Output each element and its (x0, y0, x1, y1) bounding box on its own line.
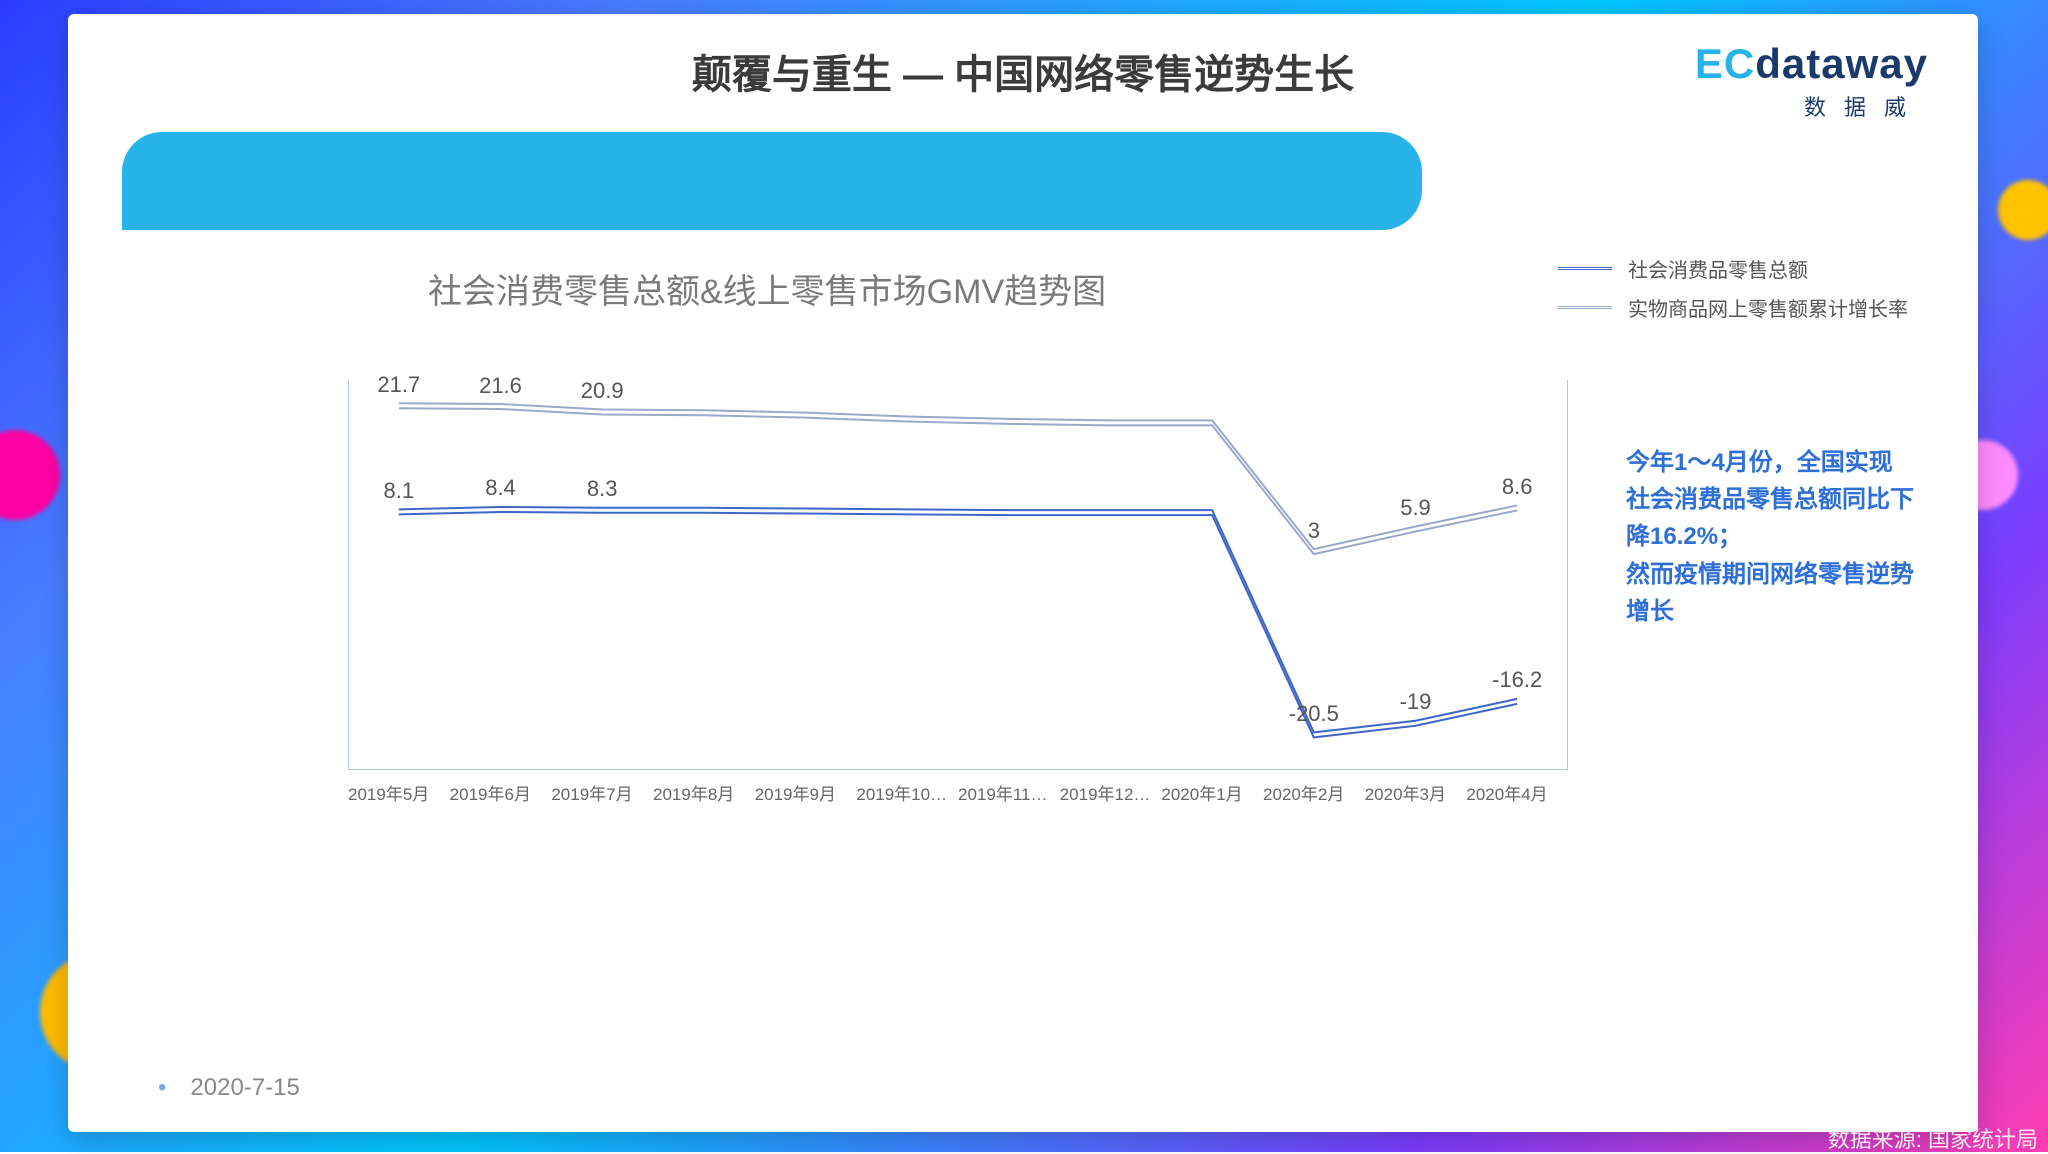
legend-label-series1: 社会消费品零售总额 (1628, 254, 1808, 283)
legend-item-series1: 社会消费品零售总额 (1558, 254, 1908, 283)
data-point-label: 20.9 (581, 378, 624, 404)
x-axis-label: 2019年12… (1060, 780, 1162, 805)
x-axis-label: 2019年5月 (348, 780, 450, 805)
x-axis-label: 2020年4月 (1466, 780, 1568, 805)
chart-plot-area: 2019年5月2019年6月2019年7月2019年8月2019年9月2019年… (268, 344, 1568, 814)
x-axis-label: 2020年1月 (1161, 780, 1263, 805)
data-point-label: -20.5 (1289, 701, 1339, 727)
data-point-label: 8.3 (587, 476, 618, 502)
data-point-label: 8.1 (384, 478, 415, 504)
x-axis-label: 2020年2月 (1263, 780, 1365, 805)
legend-swatch-series1 (1558, 267, 1612, 270)
bg-blob (0, 430, 60, 520)
x-axis-label: 2019年6月 (450, 780, 552, 805)
chart-svg (268, 344, 1568, 814)
date-text: 2020-7-15 (190, 1074, 299, 1101)
brand-logo: ECdataway 数据威 (1695, 40, 1928, 122)
legend-item-series2: 实物商品网上零售额累计增长率 (1558, 293, 1908, 322)
x-axis-label: 2019年11… (958, 780, 1060, 805)
logo-prefix: EC (1695, 40, 1755, 87)
legend-label-series2: 实物商品网上零售额累计增长率 (1628, 293, 1908, 322)
legend-swatch-series2 (1558, 306, 1612, 309)
page-title: 颠覆与重生 — 中国网络零售逆势生长 (68, 42, 1978, 100)
bullet-icon: • (158, 1074, 166, 1101)
x-axis-labels: 2019年5月2019年6月2019年7月2019年8月2019年9月2019年… (348, 780, 1568, 805)
x-axis-label: 2019年9月 (755, 780, 857, 805)
logo-suffix: dataway (1755, 40, 1928, 87)
chart-title: 社会消费零售总额&线上零售市场GMV趋势图 (428, 264, 1106, 313)
data-point-label: 5.9 (1400, 495, 1431, 521)
data-source-footer: 数据来源: 国家统计局 (1828, 1122, 2038, 1154)
data-point-label: 8.6 (1502, 474, 1533, 500)
x-axis-label: 2019年8月 (653, 780, 755, 805)
data-point-label: -19 (1400, 689, 1432, 715)
x-axis-label: 2019年10… (856, 780, 958, 805)
slide-date: • 2020-7-15 (158, 1074, 300, 1102)
data-point-label: 21.7 (377, 372, 420, 398)
chart-annotation: 今年1～4月份，全国实现社会消费品零售总额同比下降16.2%；然而疫情期间网络零… (1626, 444, 1916, 630)
x-axis-label: 2019年7月 (551, 780, 653, 805)
slide-card: 颠覆与重生 — 中国网络零售逆势生长 ECdataway 数据威 社会消费零售总… (68, 14, 1978, 1132)
data-point-label: 3 (1308, 518, 1320, 544)
data-point-label: -16.2 (1492, 668, 1542, 694)
data-point-label: 8.4 (485, 476, 516, 502)
bg-blob (1998, 180, 2048, 240)
banner-bar (122, 132, 1422, 230)
logo-subtitle: 数据威 (1695, 90, 1928, 122)
x-axis-label: 2020年3月 (1365, 780, 1467, 805)
chart-legend: 社会消费品零售总额 实物商品网上零售额累计增长率 (1558, 254, 1908, 332)
data-point-label: 21.6 (479, 373, 522, 399)
